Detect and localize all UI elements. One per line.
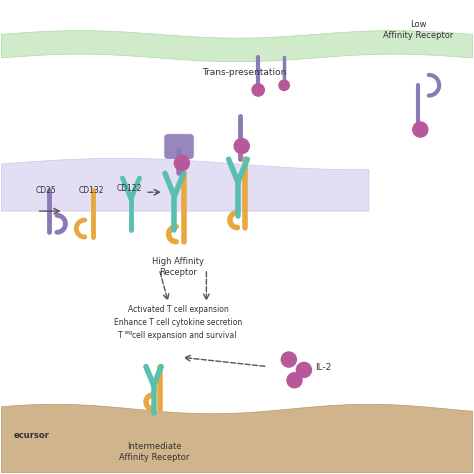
Text: Enhance T cell cytokine secretion: Enhance T cell cytokine secretion: [114, 318, 242, 327]
Circle shape: [174, 155, 190, 171]
Circle shape: [252, 84, 264, 96]
Circle shape: [287, 373, 302, 388]
Circle shape: [234, 138, 249, 154]
Text: High Affinity
Receptor: High Affinity Receptor: [152, 257, 204, 277]
Text: cell expansion and survival: cell expansion and survival: [132, 331, 237, 340]
Circle shape: [279, 80, 289, 91]
Text: CD25: CD25: [36, 186, 56, 195]
Text: ecursor: ecursor: [13, 431, 49, 440]
Text: reg: reg: [124, 330, 133, 335]
Text: T: T: [118, 331, 123, 340]
Circle shape: [281, 352, 296, 367]
Polygon shape: [1, 31, 473, 62]
FancyBboxPatch shape: [164, 134, 194, 159]
Circle shape: [296, 362, 311, 377]
Text: IL-2: IL-2: [315, 364, 331, 373]
Text: CD122: CD122: [117, 184, 142, 193]
Text: CD132: CD132: [78, 186, 104, 195]
Polygon shape: [1, 158, 369, 211]
Text: Intermediate
Affinity Receptor: Intermediate Affinity Receptor: [119, 442, 190, 462]
Text: Low
Affinity Receptor: Low Affinity Receptor: [383, 20, 454, 40]
Circle shape: [413, 122, 428, 137]
Polygon shape: [1, 404, 473, 473]
Text: Trans-presentation: Trans-presentation: [202, 68, 286, 77]
Text: Activated T cell expansion: Activated T cell expansion: [128, 305, 228, 314]
